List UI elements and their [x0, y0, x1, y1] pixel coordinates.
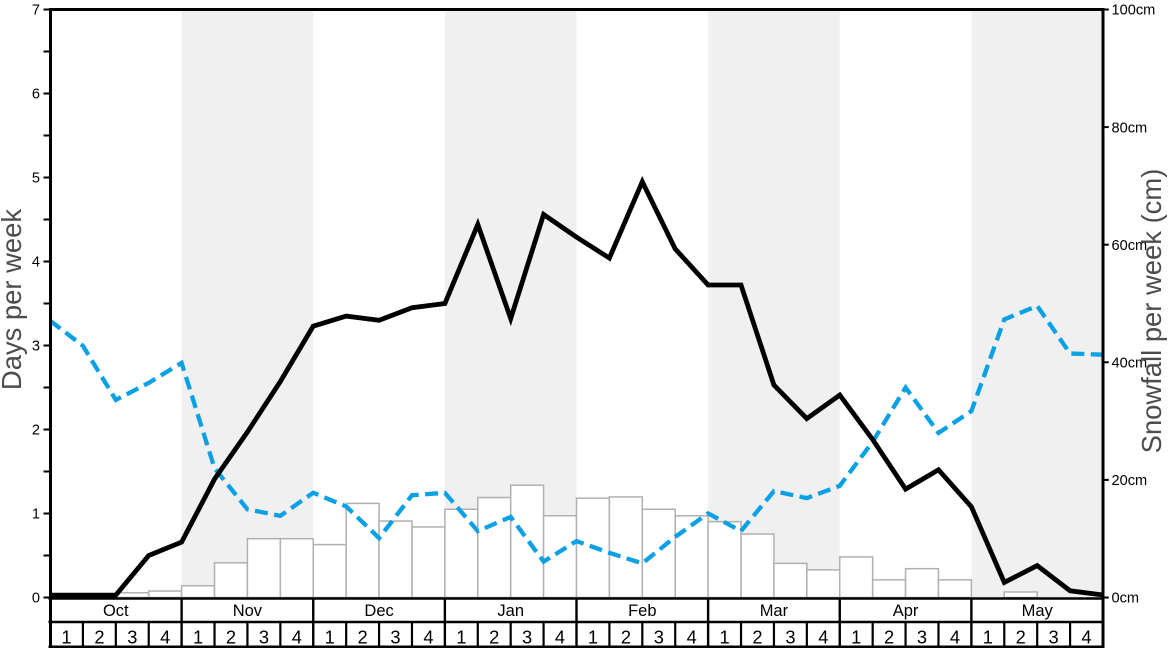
svg-text:1: 1	[193, 627, 203, 648]
svg-text:2: 2	[752, 627, 762, 648]
svg-text:2: 2	[94, 627, 104, 648]
svg-text:2: 2	[226, 627, 236, 648]
svg-text:3: 3	[32, 339, 40, 355]
svg-text:2: 2	[1016, 627, 1026, 648]
svg-text:Feb: Feb	[628, 602, 656, 620]
svg-text:0: 0	[32, 591, 40, 607]
svg-text:1: 1	[720, 627, 730, 648]
svg-text:1: 1	[32, 507, 40, 523]
svg-text:3: 3	[785, 627, 795, 648]
svg-text:4: 4	[292, 627, 302, 648]
svg-text:1: 1	[983, 627, 993, 648]
svg-text:Days per week: Days per week	[0, 209, 27, 390]
svg-text:0cm: 0cm	[1112, 591, 1140, 607]
svg-text:4: 4	[818, 627, 828, 648]
svg-text:4: 4	[160, 627, 170, 648]
svg-text:3: 3	[127, 627, 137, 648]
svg-text:1: 1	[61, 627, 71, 648]
svg-text:4: 4	[423, 627, 433, 648]
svg-text:3: 3	[259, 627, 269, 648]
svg-text:4: 4	[1081, 627, 1091, 648]
svg-text:2: 2	[358, 627, 368, 648]
svg-text:80cm: 80cm	[1112, 120, 1148, 136]
svg-text:Snowfall per week (cm): Snowfall per week (cm)	[1136, 169, 1167, 454]
svg-text:1: 1	[588, 627, 598, 648]
svg-text:Apr: Apr	[893, 602, 919, 620]
svg-text:Nov: Nov	[233, 602, 263, 620]
svg-text:3: 3	[522, 627, 532, 648]
svg-text:4: 4	[32, 255, 40, 271]
svg-text:2: 2	[884, 627, 894, 648]
svg-text:Jan: Jan	[497, 602, 524, 620]
svg-text:7: 7	[32, 3, 40, 19]
svg-text:Oct: Oct	[103, 602, 129, 620]
svg-text:2: 2	[32, 423, 40, 439]
svg-text:1: 1	[851, 627, 861, 648]
svg-text:3: 3	[1049, 627, 1059, 648]
svg-text:2: 2	[489, 627, 499, 648]
svg-text:3: 3	[390, 627, 400, 648]
svg-text:20cm: 20cm	[1112, 473, 1148, 489]
svg-text:4: 4	[950, 627, 960, 648]
svg-text:May: May	[1022, 602, 1054, 620]
svg-text:1: 1	[325, 627, 335, 648]
svg-text:1: 1	[456, 627, 466, 648]
svg-text:40cm: 40cm	[1112, 356, 1148, 372]
svg-text:3: 3	[654, 627, 664, 648]
svg-text:4: 4	[687, 627, 697, 648]
svg-text:6: 6	[32, 87, 40, 103]
svg-text:60cm: 60cm	[1112, 238, 1148, 254]
svg-text:3: 3	[917, 627, 927, 648]
svg-text:Mar: Mar	[760, 602, 789, 620]
svg-text:2: 2	[621, 627, 631, 648]
svg-text:4: 4	[555, 627, 565, 648]
svg-text:Dec: Dec	[364, 602, 393, 620]
svg-text:100cm: 100cm	[1112, 3, 1156, 19]
svg-text:5: 5	[32, 171, 40, 187]
